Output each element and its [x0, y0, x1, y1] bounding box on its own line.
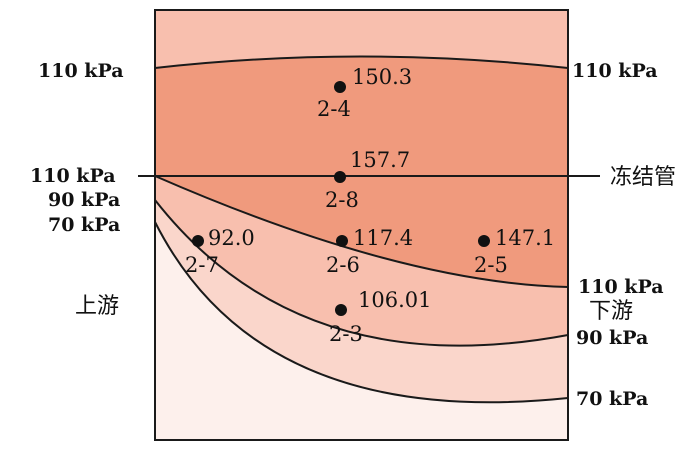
point-2-5-dot	[478, 235, 490, 247]
right-label-110-low: 110 kPa	[578, 276, 664, 298]
point-2-7-value: 92.0	[208, 226, 255, 250]
point-2-8-id: 2-8	[325, 188, 359, 212]
point-2-3-value: 106.01	[358, 288, 431, 312]
right-label-freezing-pipe: 冻结管	[610, 165, 676, 190]
right-label-110-top: 110 kPa	[572, 60, 658, 82]
point-2-7-id: 2-7	[185, 253, 219, 277]
point-2-6-id: 2-6	[326, 253, 360, 277]
point-2-7-dot	[192, 235, 204, 247]
left-label-upstream: 上游	[75, 294, 119, 319]
point-2-6-dot	[336, 235, 348, 247]
right-label-downstream: 下游	[589, 299, 633, 324]
left-label-70: 70 kPa	[48, 214, 120, 236]
contour-70	[154, 221, 569, 404]
point-2-5-value: 147.1	[495, 226, 555, 250]
contour-110-lower	[154, 175, 569, 288]
diagram-frame	[154, 9, 569, 441]
point-2-6-value: 117.4	[353, 226, 413, 250]
point-2-4-value: 150.3	[352, 65, 412, 89]
point-2-3-id: 2-3	[329, 322, 363, 346]
band-70kpa-region	[155, 200, 568, 403]
point-2-8-dot	[334, 171, 346, 183]
point-2-5-id: 2-5	[474, 253, 508, 277]
point-2-4-id: 2-4	[317, 97, 351, 121]
left-label-110-top: 110 kPa	[38, 60, 124, 82]
band-bottom-region	[155, 222, 568, 440]
left-label-90: 90 kPa	[48, 189, 120, 211]
point-2-3-dot	[335, 304, 347, 316]
point-2-4-dot	[334, 81, 346, 93]
left-label-110-mid: 110 kPa	[30, 165, 116, 187]
right-label-70: 70 kPa	[576, 388, 648, 410]
right-label-90: 90 kPa	[576, 327, 648, 349]
band-110kpa-region	[155, 56, 568, 287]
point-2-8-value: 157.7	[350, 148, 410, 172]
contour-110-top	[154, 55, 569, 69]
